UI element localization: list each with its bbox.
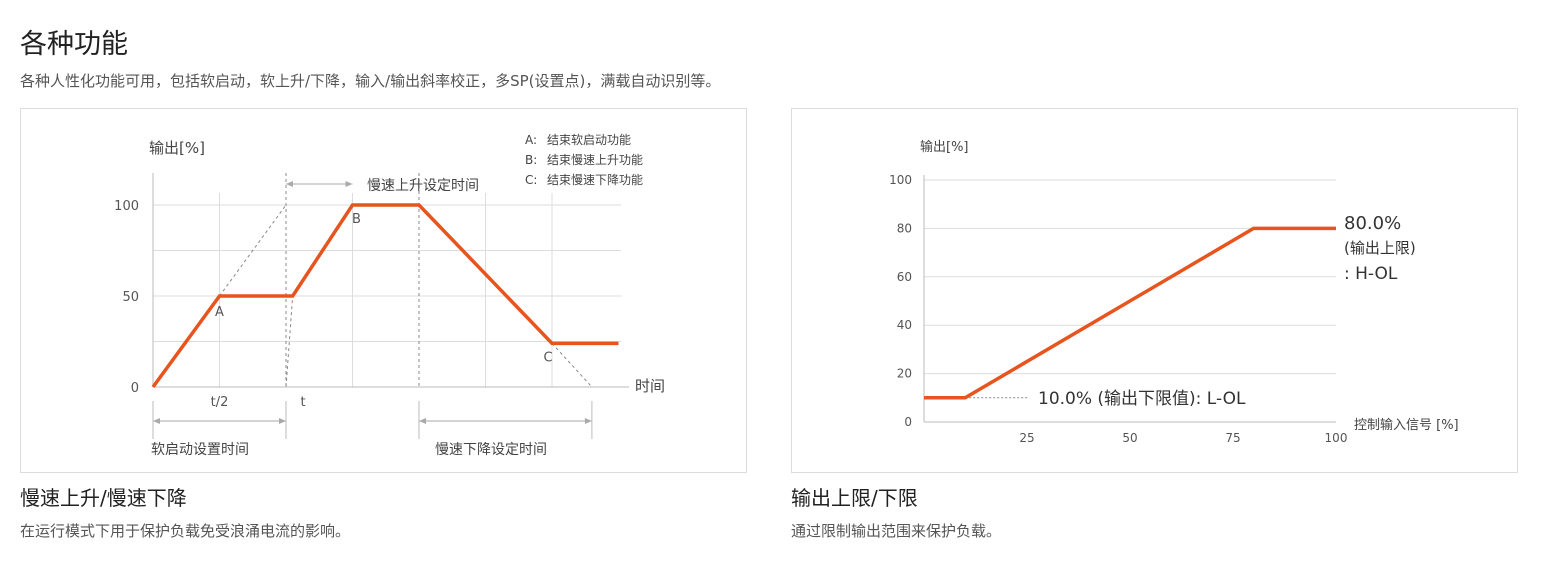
ramp-up-span-label: 慢速上升设定时间 <box>367 177 479 194</box>
span-arrow-right <box>584 418 592 424</box>
ramp-x-ticks: t/2 t <box>211 395 306 410</box>
upper-limit-code: : H-OL <box>1344 264 1398 284</box>
ramp-caption-title: 慢速上升/慢速下降 <box>20 486 187 510</box>
page-title: 各种功能 <box>20 29 128 60</box>
ramp-guide-slope <box>551 342 593 388</box>
limit-y-tick-label: 60 <box>897 270 912 284</box>
ramp-point-label-b: B <box>352 212 361 227</box>
limit-x-tick-label: 75 <box>1225 431 1240 445</box>
limit-chart-panel: 输出[%] 控制输入信号 [%] 0 20 40 60 80 100 25 50 75 100 … <box>791 108 1518 473</box>
ramp-legend-text: 结束软启动功能 <box>547 133 631 147</box>
limit-y-tick-label: 0 <box>904 415 912 429</box>
limit-y-axis-label: 输出[%] <box>920 139 969 155</box>
soft-start-span-label: 软启动设置时间 <box>151 442 249 458</box>
upper-limit-label: (输出上限) <box>1344 239 1416 257</box>
limit-y-tick-label: 100 <box>889 173 912 187</box>
ramp-legend-text: 结束慢速下降功能 <box>547 173 643 187</box>
ramp-point-labels: A B C <box>215 212 552 365</box>
limit-series-line <box>924 226 1336 400</box>
ramp-chart: 输出[%] 时间 0 50 100 t/2 t A B C A: 结束软启动功能 B: 结束慢速… <box>114 133 665 458</box>
span-arrow-left <box>286 181 293 187</box>
ramp-legend-key: B: <box>525 153 537 167</box>
ramp-caption-text: 在运行模式下用于保护负载免受浪涌电流的影响。 <box>20 522 351 540</box>
ramp-legend: A: 结束软启动功能 B: 结束慢速上升功能 C: 结束慢速下降功能 <box>525 133 643 187</box>
ramp-legend-key: A: <box>525 133 537 147</box>
span-arrow-right <box>279 418 286 424</box>
limit-y-tick-label: 20 <box>897 367 912 381</box>
ramp-guide-slope <box>219 204 287 297</box>
limit-caption-title: 输出上限/下限 <box>791 486 918 510</box>
ramp-series <box>151 203 619 389</box>
span-arrow-right <box>345 181 353 187</box>
limit-series <box>924 226 1336 400</box>
ramp-y-tick-label: 0 <box>131 381 139 396</box>
span-arrow-left <box>419 418 426 424</box>
ramp-legend-text: 结束慢速上升功能 <box>547 153 643 167</box>
ramp-point-label-a: A <box>215 305 224 320</box>
ramp-y-axis-label: 输出[%] <box>149 139 205 157</box>
span-arrow-left <box>153 418 160 424</box>
ramp-down-span-label: 慢速下降设定时间 <box>435 441 547 458</box>
ramp-legend-key: C: <box>525 173 537 187</box>
limit-x-tick-label: 50 <box>1122 431 1137 445</box>
limit-y-ticks: 0 20 40 60 80 100 <box>889 173 912 429</box>
limit-x-ticks: 25 50 75 100 <box>1019 431 1347 445</box>
limit-y-tick-label: 40 <box>897 318 912 332</box>
lower-limit-text: 10.0% (输出下限值): L-OL <box>1038 389 1246 409</box>
ramp-spans: 软启动设置时间 慢速上升设定时间 慢速下降设定时间 <box>151 177 593 458</box>
ramp-y-tick-label: 100 <box>114 199 139 214</box>
ramp-series-line <box>151 203 619 389</box>
ramp-y-tick-label: 50 <box>122 290 139 305</box>
ramp-chart-panel: 输出[%] 时间 0 50 100 t/2 t A B C A: 结束软启动功能 B: 结束慢速… <box>20 108 747 473</box>
ramp-x-tick-label: t <box>300 395 305 410</box>
limit-x-tick-label: 100 <box>1325 431 1348 445</box>
limit-grid <box>924 179 1336 375</box>
limit-y-tick-label: 80 <box>897 221 912 235</box>
ramp-y-ticks: 0 50 100 <box>114 199 139 396</box>
ramp-guide-lines <box>219 173 593 388</box>
ramp-point-label-c: C <box>543 350 552 365</box>
ramp-x-tick-label: t/2 <box>211 395 229 410</box>
page-subtitle: 各种人性化功能可用，包括软启动，软上升/下降，输入/输出斜率校正，多SP(设置点… <box>20 72 721 90</box>
upper-limit-value: 80.0% <box>1344 213 1401 234</box>
ramp-x-axis-label: 时间 <box>635 377 665 395</box>
limit-x-tick-label: 25 <box>1019 431 1034 445</box>
limit-caption-text: 通过限制输出范围来保护负载。 <box>791 522 1002 540</box>
limit-x-axis-label: 控制输入信号 [%] <box>1354 417 1459 433</box>
